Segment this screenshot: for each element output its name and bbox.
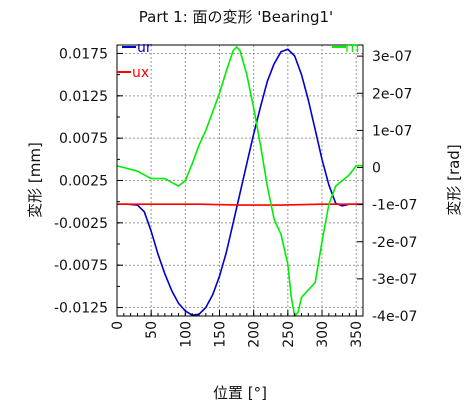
legend-layer: ur ux rn [117,40,359,81]
x-tick-label: 200 [247,321,263,348]
y-left-tick-label: -0.0025 [54,216,108,232]
x-tick-label: 250 [281,321,297,348]
y-axis-left-label: 変形 [mm] [26,142,44,218]
y-right-tick-label: 1e-07 [372,123,412,139]
y-right-tick-label: 3e-07 [372,49,412,65]
x-tick-label: 300 [315,321,331,348]
tick-layer: 0 50 100 150 200 250 300 350 0.0175 0.0125 0.0075 0… [54,46,418,347]
y-right-tick-label: 0 [372,161,381,177]
x-tick-label: 150 [213,321,229,348]
x-tick-label: 350 [349,321,365,348]
x-tick-label: 50 [144,321,160,339]
x-axis-label: 位置 [°] [213,384,267,402]
y-right-tick-label: -4e-07 [372,309,417,325]
series-layer [116,46,363,317]
y-left-tick-label: 0.0075 [59,131,108,147]
chart-title: Part 1: 面の変形 'Bearing1' [139,8,333,26]
y-left-tick-label: 0.0125 [59,89,108,105]
series-line-rn [116,46,363,317]
y-right-tick-label: -3e-07 [372,272,417,288]
series-line-ux [117,203,363,206]
y-right-tick-label: -1e-07 [372,198,417,214]
y-left-tick-label: -0.0075 [54,258,108,274]
legend-label-ur: ur [137,40,152,56]
legend-label-rn: rn [345,40,359,56]
y-right-tick-label: 2e-07 [372,86,412,102]
legend-label-ux: ux [132,65,149,81]
series-line-ur [117,48,363,317]
y-axis-right-label: 変形 [rad] [445,144,463,215]
grid-layer [116,45,363,316]
y-left-tick-label: 0.0175 [59,46,108,62]
x-tick-label: 100 [178,321,194,348]
x-tick-label: 0 [110,321,126,330]
y-left-tick-label: 0.0025 [59,174,108,190]
y-right-tick-label: -2e-07 [372,235,417,251]
y-left-tick-label: -0.0125 [54,301,108,317]
